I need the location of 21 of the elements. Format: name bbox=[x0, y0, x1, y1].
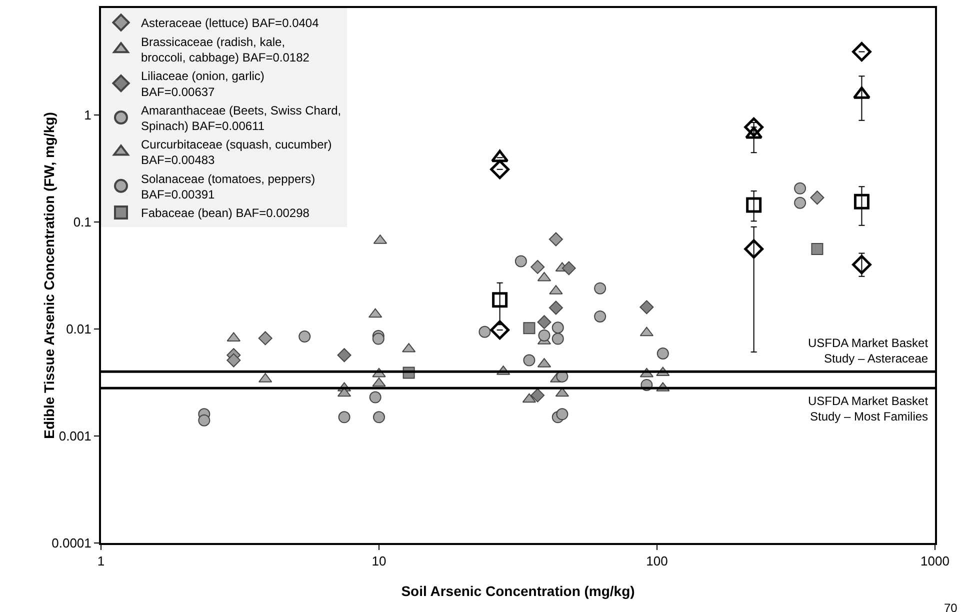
x-tick-label: 100 bbox=[646, 554, 668, 569]
y-tick-label: 0.001 bbox=[58, 428, 92, 444]
legend-label: Liliaceae (onion, garlic) BAF=0.00637 bbox=[141, 69, 264, 99]
legend-label: Solanaceae (tomatoes, peppers) BAF=0.00391 bbox=[141, 172, 316, 202]
y-axis-title: Edible Tissue Arsenic Concentration (FW, mg/kg) bbox=[40, 112, 57, 439]
x-axis-title: Soil Arsenic Concentration (mg/kg) bbox=[401, 583, 635, 599]
y-tick-label: 0.0001 bbox=[52, 536, 92, 551]
x-tick-label: 1000 bbox=[920, 554, 950, 569]
y-tick-label: 0.1 bbox=[73, 214, 92, 230]
ref-line-label: USFDA Market Basket Study – Most Families bbox=[808, 394, 929, 424]
legend-label: Amaranthaceae (Beets, Swiss Chard, Spinach) BAF=0.00611 bbox=[141, 103, 342, 133]
legend-label: Fabaceae (bean) BAF=0.00298 bbox=[141, 206, 310, 220]
text: 70 bbox=[944, 601, 958, 612]
y-tick-label: 0.01 bbox=[66, 322, 92, 337]
y-tick-label: 1 bbox=[84, 108, 92, 123]
x-tick-label: 10 bbox=[372, 554, 386, 569]
ref-line-label: USFDA Market Basket Study – Asteraceae bbox=[808, 336, 929, 366]
legend-label: Curcurbitaceae (squash, cucumber) BAF=0.00483 bbox=[141, 138, 332, 168]
legend-label: Asteraceae (lettuce) BAF=0.0404 bbox=[141, 16, 320, 30]
legend-label: Brassicaceae (radish, kale, broccoli, cabbage) BAF=0.0182 bbox=[141, 34, 310, 65]
x-tick-label: 1 bbox=[97, 554, 105, 569]
